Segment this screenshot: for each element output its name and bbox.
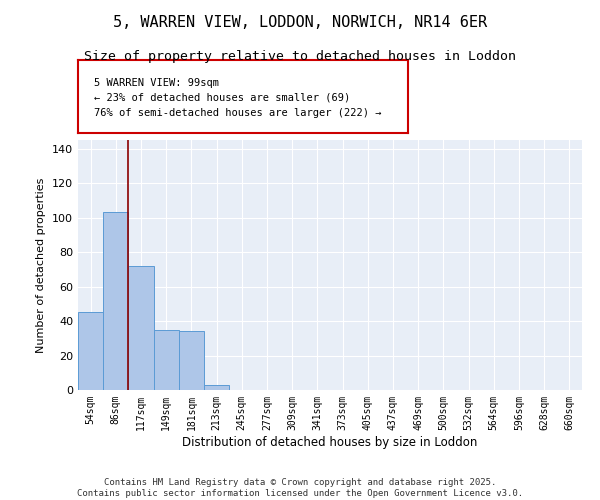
Bar — [179, 332, 204, 390]
Bar — [154, 330, 179, 390]
Bar — [204, 385, 229, 390]
Bar — [103, 212, 128, 390]
Y-axis label: Number of detached properties: Number of detached properties — [37, 178, 46, 352]
Text: 5 WARREN VIEW: 99sqm
← 23% of detached houses are smaller (69)
76% of semi-detac: 5 WARREN VIEW: 99sqm ← 23% of detached h… — [95, 78, 382, 118]
Text: 5, WARREN VIEW, LODDON, NORWICH, NR14 6ER: 5, WARREN VIEW, LODDON, NORWICH, NR14 6E… — [113, 15, 487, 30]
Text: Size of property relative to detached houses in Loddon: Size of property relative to detached ho… — [84, 50, 516, 63]
Bar — [128, 266, 154, 390]
Bar — [78, 312, 103, 390]
Text: Contains HM Land Registry data © Crown copyright and database right 2025.
Contai: Contains HM Land Registry data © Crown c… — [77, 478, 523, 498]
X-axis label: Distribution of detached houses by size in Loddon: Distribution of detached houses by size … — [182, 436, 478, 448]
